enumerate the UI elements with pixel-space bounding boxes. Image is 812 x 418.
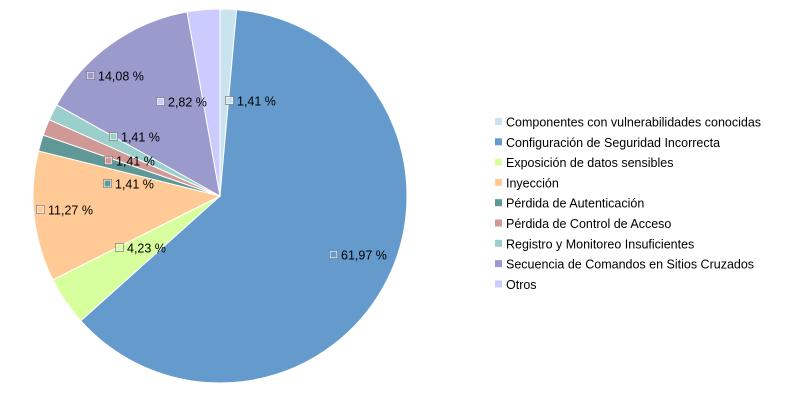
legend-swatch [495, 280, 502, 288]
slice-label-swatch-border [109, 132, 118, 141]
slice-label-swatch [104, 156, 113, 165]
slice-value-label: 4,23 % [127, 242, 166, 256]
slice-value-label: 14,08 % [98, 70, 144, 84]
slice-label-swatch-border [104, 156, 113, 165]
legend-entry-label: Otros [506, 278, 537, 292]
slice-value-label: 2,82 % [168, 96, 207, 110]
slice-label-swatch-border [156, 97, 165, 106]
slice-label-swatch [86, 71, 95, 80]
pie-slice [32, 150, 222, 281]
legend-swatch [495, 239, 502, 247]
slice-value-label: 1,41 % [116, 155, 155, 169]
slice-label-swatch-border [115, 243, 124, 252]
legend-swatch [495, 118, 502, 125]
legend-swatch [495, 219, 502, 227]
legend-entry-label: Configuración de Seguridad Incorrecta [506, 136, 720, 150]
legend: Componentes con vulnerabilidades conocid… [495, 116, 761, 292]
slice-value-label: 61,97 % [341, 249, 387, 263]
legend-entry-label: Inyección [506, 176, 559, 190]
slice-label-swatch-border [103, 179, 112, 188]
slice-labels: 1,41 % 61,97 % 4,23 % 11,27 % 1,41 % 1,41 % 1,… [36, 70, 387, 263]
legend-entry-label: Componentes con vulnerabilidades conocid… [506, 116, 761, 130]
legend-entry-label: Secuencia de Comandos en Sitios Cruzados [506, 258, 754, 272]
pie-slices [32, 8, 408, 384]
slice-value-label: 1,41 % [237, 95, 276, 109]
legend-entry-label: Registro y Monitoreo Insuficientes [506, 237, 694, 251]
pie-slice [80, 9, 408, 384]
slice-label-swatch [115, 243, 124, 252]
legend-entry-label: Exposición de datos sensibles [506, 156, 673, 170]
slice-label-swatch [36, 205, 45, 214]
slice-label-swatch-border [225, 96, 234, 105]
legend-entry-label: Pérdida de Control de Acceso [506, 217, 671, 231]
pie-slice [56, 11, 221, 197]
legend-entry-label: Pérdida de Autenticación [506, 197, 644, 211]
legend-swatch [495, 158, 502, 166]
pie-slice [186, 8, 221, 197]
legend-swatch [495, 138, 502, 146]
slice-label-swatch [329, 250, 338, 259]
legend-swatch [495, 260, 502, 268]
slice-label-swatch-border [86, 71, 95, 80]
slice-label-swatch [109, 132, 118, 141]
slice-label-swatch [103, 179, 112, 188]
slice-value-label: 1,41 % [115, 178, 154, 192]
slice-label-swatch [225, 96, 234, 105]
legend-swatch [495, 199, 502, 207]
slice-value-label: 11,27 % [48, 204, 93, 218]
slice-label-swatch-border [36, 205, 45, 214]
slice-value-label: 1,41 % [121, 131, 160, 145]
slice-label-swatch-border [329, 250, 338, 259]
legend-swatch [495, 178, 502, 186]
slice-label-swatch [156, 97, 165, 106]
